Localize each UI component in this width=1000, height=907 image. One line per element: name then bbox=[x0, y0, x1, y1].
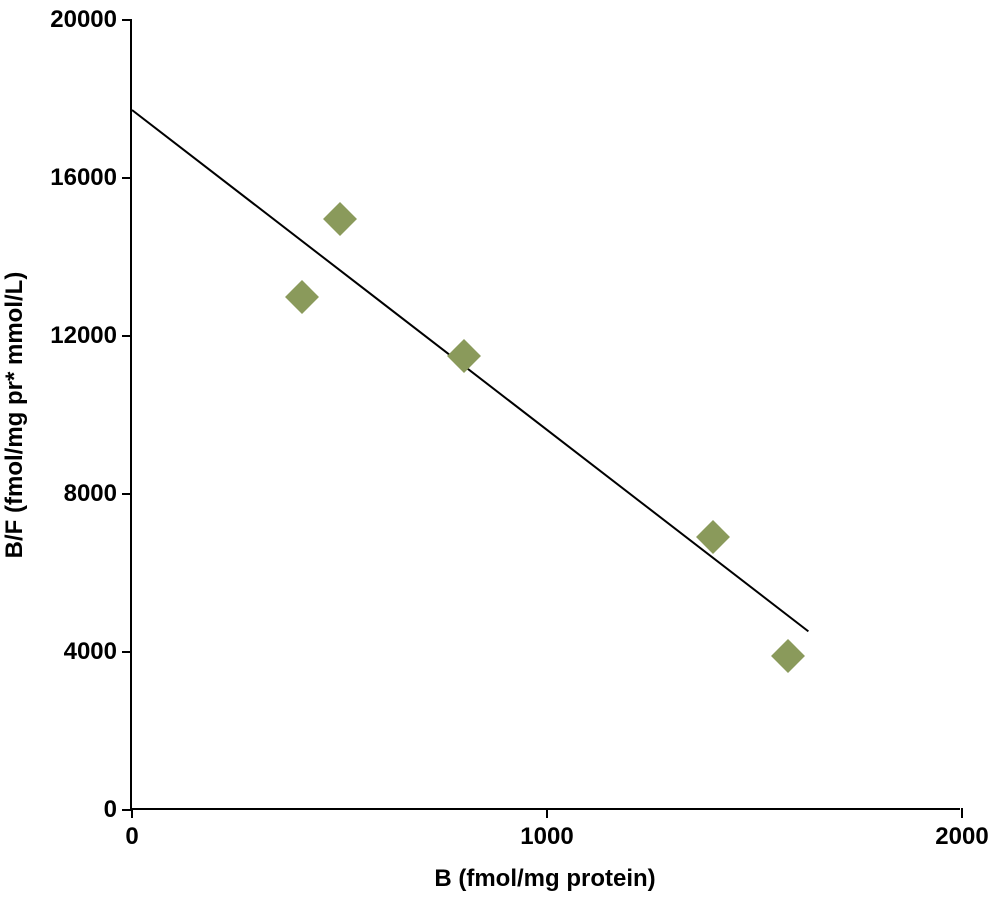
x-tick-label: 2000 bbox=[935, 823, 988, 851]
y-tick bbox=[122, 493, 132, 495]
data-point bbox=[290, 285, 314, 309]
data-point bbox=[452, 344, 476, 368]
x-tick bbox=[131, 808, 133, 818]
y-tick-label: 8000 bbox=[64, 480, 117, 508]
trend-line bbox=[131, 109, 809, 632]
plot-area: 040008000120001600020000010002000 bbox=[130, 20, 960, 810]
y-tick-label: 20000 bbox=[50, 6, 117, 34]
x-axis-label: B (fmol/mg protein) bbox=[434, 865, 655, 893]
data-point bbox=[328, 207, 352, 231]
x-tick-label: 1000 bbox=[520, 823, 573, 851]
y-tick-label: 0 bbox=[104, 796, 117, 824]
y-tick bbox=[122, 177, 132, 179]
x-tick bbox=[961, 808, 963, 818]
x-tick bbox=[546, 808, 548, 818]
data-point bbox=[701, 525, 725, 549]
diamond-marker bbox=[285, 280, 319, 314]
scatter-chart: 040008000120001600020000010002000 B/F (f… bbox=[0, 0, 1000, 907]
y-tick bbox=[122, 335, 132, 337]
diamond-marker bbox=[696, 520, 730, 554]
diamond-marker bbox=[771, 639, 805, 673]
y-tick bbox=[122, 651, 132, 653]
diamond-marker bbox=[447, 339, 481, 373]
y-axis-label: B/F (fmol/mg pr* mmol/L) bbox=[1, 272, 29, 559]
y-tick-label: 4000 bbox=[64, 638, 117, 666]
diamond-marker bbox=[323, 202, 357, 236]
data-point bbox=[776, 644, 800, 668]
y-tick bbox=[122, 19, 132, 21]
x-tick-label: 0 bbox=[125, 823, 138, 851]
y-tick-label: 12000 bbox=[50, 322, 117, 350]
y-tick-label: 16000 bbox=[50, 164, 117, 192]
